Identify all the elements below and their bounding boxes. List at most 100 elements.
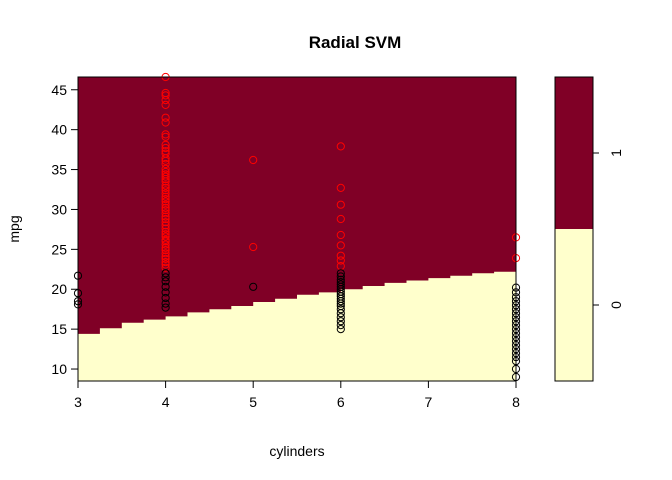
data-point-class-1 xyxy=(161,221,170,230)
data-point-class-1 xyxy=(161,172,170,181)
data-point-class-1 xyxy=(161,189,170,198)
y-tick-label: 10 xyxy=(51,361,67,377)
y-tick-label: 35 xyxy=(51,162,67,178)
y-tick-label: 20 xyxy=(51,281,67,297)
data-point-class-0 xyxy=(161,299,170,308)
data-point-class-0 xyxy=(336,297,345,306)
y-tick-label: 30 xyxy=(51,201,67,217)
data-point-class-0 xyxy=(161,288,170,297)
data-point-class-0 xyxy=(336,317,345,326)
data-point-class-0 xyxy=(161,269,170,278)
data-points xyxy=(73,72,521,382)
data-point-class-1 xyxy=(161,186,170,195)
data-point-class-1 xyxy=(161,130,170,139)
data-point-class-1 xyxy=(161,96,170,105)
data-point-class-1 xyxy=(161,224,170,233)
data-point-class-1 xyxy=(161,197,170,206)
data-point-class-1 xyxy=(249,242,258,252)
x-tick-label: 4 xyxy=(162,394,170,410)
legend-colorbar: 01 xyxy=(554,76,624,382)
data-point-class-1 xyxy=(161,132,170,141)
data-point-class-1 xyxy=(161,113,170,122)
data-point-class-1 xyxy=(161,214,170,224)
data-point-class-1 xyxy=(161,263,170,272)
data-point-class-1 xyxy=(161,237,170,246)
x-tick-label: 6 xyxy=(337,394,345,410)
data-point-class-1 xyxy=(161,254,170,263)
data-point-class-0 xyxy=(161,282,170,291)
data-point-class-1 xyxy=(161,203,170,212)
data-point-class-1 xyxy=(161,177,170,186)
data-point-class-1 xyxy=(161,209,170,218)
x-axis-label: cylinders xyxy=(269,443,324,459)
data-point-class-1 xyxy=(161,159,170,169)
data-point-class-1 xyxy=(161,100,170,110)
data-point-class-1 xyxy=(161,200,170,209)
y-tick-label: 45 xyxy=(51,82,67,98)
data-point-class-1 xyxy=(161,246,170,255)
x-tick-label: 7 xyxy=(425,394,433,410)
data-point-class-1 xyxy=(336,142,345,151)
plot-area xyxy=(73,72,521,382)
legend-swatch-0 xyxy=(555,229,593,381)
legend-frame xyxy=(554,76,594,382)
data-point-class-1 xyxy=(161,118,170,127)
data-point-class-1 xyxy=(336,230,345,240)
data-point-class-1 xyxy=(161,240,170,249)
data-point-class-1 xyxy=(161,91,170,100)
data-point-class-0 xyxy=(336,299,345,308)
data-point-class-0 xyxy=(161,273,170,282)
data-point-class-1 xyxy=(161,164,170,173)
data-point-class-0 xyxy=(336,309,345,318)
data-point-class-1 xyxy=(161,140,170,149)
data-point-class-0 xyxy=(336,325,345,334)
y-tick-label: 40 xyxy=(51,122,67,138)
data-point-class-0 xyxy=(249,282,258,291)
data-point-class-0 xyxy=(161,303,170,312)
x-tick-label: 5 xyxy=(249,394,257,410)
data-point-class-1 xyxy=(161,227,170,236)
data-point-class-1 xyxy=(161,260,170,269)
data-point-class-0 xyxy=(336,321,345,330)
data-point-class-1 xyxy=(336,183,345,192)
data-point-class-1 xyxy=(336,256,345,265)
chart-title: Radial SVM xyxy=(309,33,402,52)
data-point-class-1 xyxy=(161,183,170,192)
data-point-class-1 xyxy=(161,143,170,153)
region-class-0 xyxy=(78,270,516,381)
data-point-class-1 xyxy=(249,155,258,165)
y-axis-label: mpg xyxy=(6,215,22,242)
data-point-class-1 xyxy=(336,251,345,260)
x-tick-label: 8 xyxy=(512,394,520,410)
data-point-class-1 xyxy=(161,156,170,165)
legend-swatch-1 xyxy=(555,77,593,229)
data-point-class-0 xyxy=(336,305,345,314)
data-point-class-1 xyxy=(336,214,345,224)
data-point-class-1 xyxy=(161,154,170,163)
data-point-class-1 xyxy=(161,218,170,227)
data-point-class-0 xyxy=(161,293,170,303)
data-point-class-1 xyxy=(161,249,170,258)
data-point-class-0 xyxy=(336,313,345,322)
x-tick-label: 3 xyxy=(74,394,82,410)
data-point-class-1 xyxy=(336,200,345,209)
y-tick-label: 25 xyxy=(51,241,67,257)
data-point-class-1 xyxy=(161,243,170,252)
data-point-class-0 xyxy=(336,269,345,278)
data-point-class-1 xyxy=(161,252,170,261)
data-point-class-1 xyxy=(161,192,170,201)
data-point-class-1 xyxy=(161,195,170,204)
data-point-class-1 xyxy=(161,232,170,241)
data-point-class-1 xyxy=(161,258,170,267)
legend-label: 1 xyxy=(608,149,624,157)
data-point-class-1 xyxy=(336,241,345,250)
data-point-class-1 xyxy=(161,181,170,190)
y-axis: 10 15 20 25 30 35 40 45 xyxy=(51,82,79,377)
legend-label: 0 xyxy=(608,301,624,309)
data-point-class-1 xyxy=(161,175,170,184)
y-tick-label: 15 xyxy=(51,321,67,337)
x-axis: 3 4 5 6 7 8 xyxy=(74,380,520,410)
data-point-class-1 xyxy=(161,212,170,221)
data-point-class-0 xyxy=(161,277,170,286)
